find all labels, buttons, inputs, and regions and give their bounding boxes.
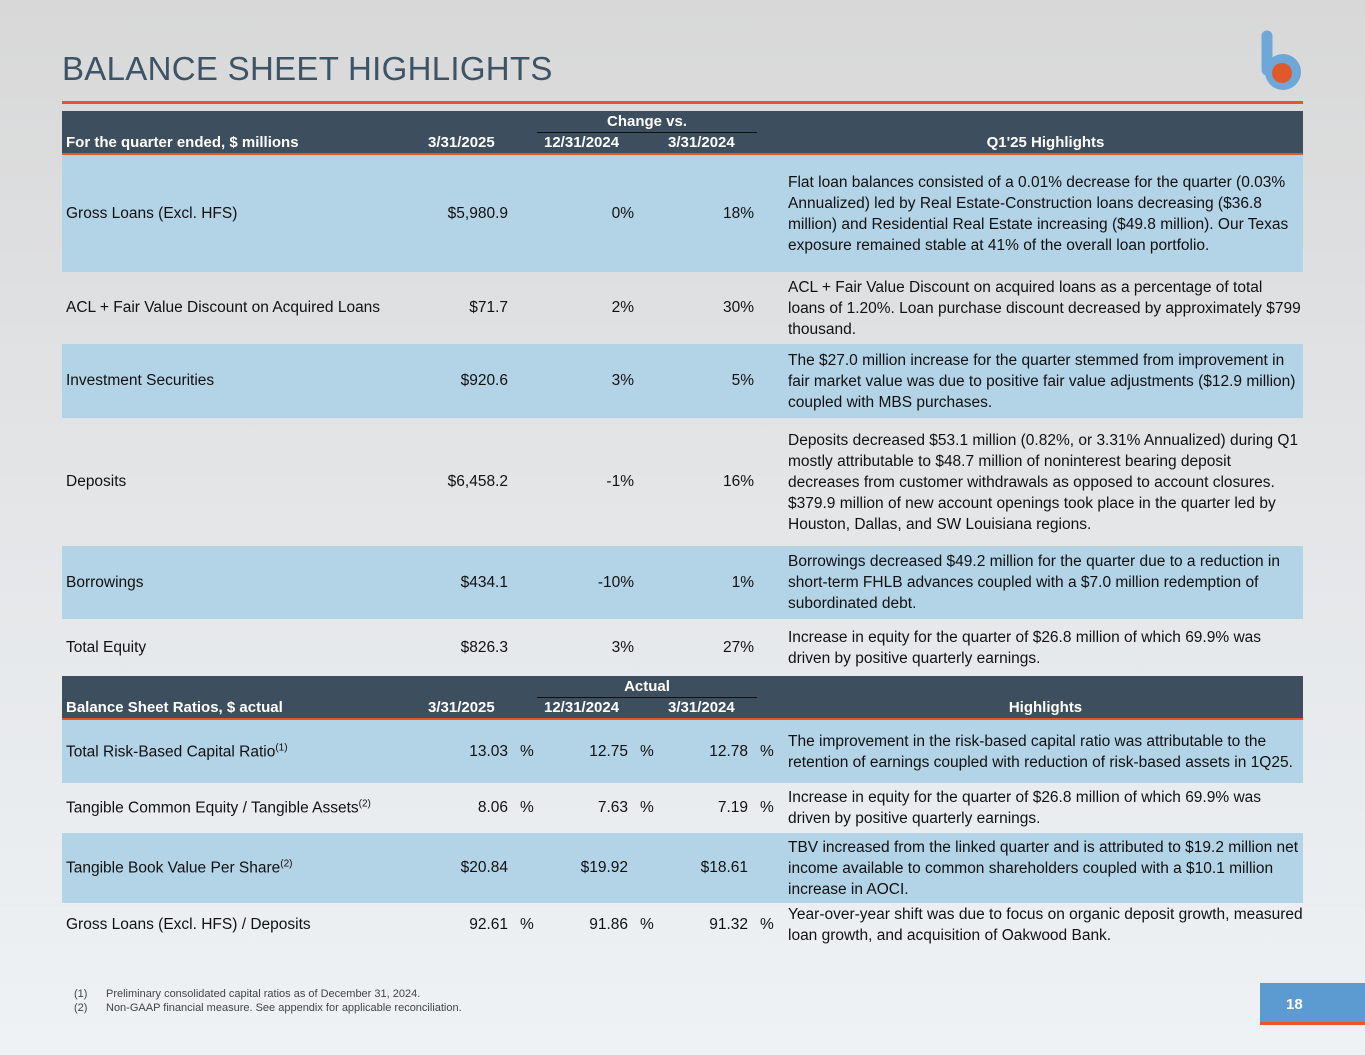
table-row: Investment Securities $920.6 3% 5% The $… bbox=[62, 344, 1303, 418]
pct-sign: % bbox=[640, 742, 654, 760]
row-label: Gross Loans (Excl. HFS) / Deposits bbox=[66, 916, 311, 933]
table-row: Gross Loans (Excl. HFS) / Deposits 92.61… bbox=[62, 903, 1303, 947]
row-highlight: Borrowings decreased $49.2 million for t… bbox=[788, 553, 1280, 612]
value-col-1: $20.84 bbox=[460, 859, 508, 876]
balance-sheet-table: For the quarter ended, $ millions Change… bbox=[62, 111, 1303, 676]
footnote-ref: (1) bbox=[275, 741, 288, 753]
value-col-2: $19.92 bbox=[580, 859, 628, 876]
table-row: Deposits $6,458.2 -1% 16% Deposits decre… bbox=[62, 418, 1303, 546]
ratios-table: Balance Sheet Ratios, $ actual Actual 3/… bbox=[62, 676, 1303, 947]
page-number: 18 bbox=[1260, 983, 1365, 1025]
page-title: BALANCE SHEET HIGHLIGHTS bbox=[62, 50, 553, 87]
footnotes: (1) Preliminary consolidated capital rati… bbox=[74, 987, 462, 1015]
pct-sign: % bbox=[520, 799, 534, 816]
group-underline bbox=[537, 132, 757, 133]
pct-sign: % bbox=[760, 916, 774, 933]
table-row: Total Risk-Based Capital Ratio(1) 13.03 … bbox=[62, 720, 1303, 783]
header-col-1: 3/31/2025 bbox=[428, 134, 495, 151]
row-label: Total Equity bbox=[66, 638, 147, 656]
group-underline bbox=[537, 697, 757, 698]
value-col-1: $434.1 bbox=[460, 573, 508, 591]
value-col-1: $71.7 bbox=[469, 299, 508, 316]
pct-sign: % bbox=[520, 742, 534, 760]
pct-sign: % bbox=[760, 742, 774, 760]
row-highlight: Increase in equity for the quarter of $2… bbox=[788, 628, 1262, 667]
table-row: Borrowings $434.1 -10% 1% Borrowings dec… bbox=[62, 546, 1303, 619]
row-highlight: ACL + Fair Value Discount on acquired lo… bbox=[788, 278, 1301, 338]
value-col-2: 2% bbox=[611, 299, 634, 316]
value-col-1: $6,458.2 bbox=[447, 473, 508, 490]
header-col-3: 3/31/2024 bbox=[668, 134, 735, 151]
value-col-2: 0% bbox=[611, 204, 634, 222]
footnote-2: (2) Non-GAAP financial measure. See appen… bbox=[74, 1002, 462, 1014]
header-highlights: Q1'25 Highlights bbox=[986, 134, 1105, 151]
header-label: Balance Sheet Ratios, $ actual bbox=[66, 699, 283, 716]
value-col-2: -1% bbox=[606, 473, 634, 490]
pct-sign: % bbox=[760, 799, 774, 816]
value-col-2: 3% bbox=[611, 638, 634, 656]
row-label: Tangible Book Value Per Share(2) bbox=[66, 858, 293, 877]
value-col-3: 1% bbox=[731, 573, 754, 591]
table-header: Balance Sheet Ratios, $ actual Actual 3/… bbox=[62, 676, 1303, 720]
pct-sign: % bbox=[640, 916, 654, 933]
value-col-3: 12.78 bbox=[709, 742, 748, 760]
table-row: Total Equity $826.3 3% 27% Increase in e… bbox=[62, 619, 1303, 676]
footnote-ref: (2) bbox=[358, 798, 371, 810]
value-col-3: 30% bbox=[722, 299, 754, 316]
header-col-2: 12/31/2024 bbox=[544, 699, 620, 716]
row-highlight: Flat loan balances consisted of a 0.01% … bbox=[788, 173, 1289, 254]
value-col-2: 3% bbox=[611, 372, 634, 389]
row-highlight: Year-over-year shift was due to focus on… bbox=[788, 906, 1303, 944]
value-col-1: 13.03 bbox=[469, 742, 508, 760]
value-col-2: 91.86 bbox=[589, 916, 628, 933]
row-label: Gross Loans (Excl. HFS) bbox=[66, 204, 238, 222]
header-col-3: 3/31/2024 bbox=[668, 699, 735, 716]
table-header: For the quarter ended, $ millions Change… bbox=[62, 111, 1303, 155]
value-col-3: 27% bbox=[722, 638, 754, 656]
value-col-3: $18.61 bbox=[700, 859, 748, 876]
header-highlights: Highlights bbox=[1008, 699, 1083, 716]
value-col-2: -10% bbox=[597, 573, 634, 591]
header-group: Change vs. bbox=[606, 113, 688, 130]
value-col-1: 8.06 bbox=[477, 799, 508, 816]
value-col-3: 5% bbox=[731, 372, 754, 389]
row-label: Deposits bbox=[66, 473, 127, 490]
value-col-2: 7.63 bbox=[597, 799, 628, 816]
value-col-1: $920.6 bbox=[460, 372, 508, 389]
row-label: Total Risk-Based Capital Ratio(1) bbox=[66, 741, 288, 761]
table-row: Gross Loans (Excl. HFS) $5,980.9 0% 18% … bbox=[62, 155, 1303, 272]
title-divider bbox=[62, 101, 1303, 104]
row-highlight: TBV increased from the linked quarter an… bbox=[788, 838, 1299, 898]
row-label: Borrowings bbox=[66, 573, 144, 591]
value-col-3: 16% bbox=[722, 473, 754, 490]
value-col-1: 92.61 bbox=[469, 916, 508, 933]
value-col-3: 7.19 bbox=[717, 799, 748, 816]
pct-sign: % bbox=[520, 916, 534, 933]
value-col-1: $826.3 bbox=[460, 638, 508, 656]
row-highlight: The improvement in the risk-based capita… bbox=[788, 732, 1293, 771]
row-highlight: The $27.0 million increase for the quart… bbox=[788, 351, 1296, 411]
value-col-3: 91.32 bbox=[709, 916, 748, 933]
row-highlight: Increase in equity for the quarter of $2… bbox=[788, 789, 1262, 827]
row-label: ACL + Fair Value Discount on Acquired Lo… bbox=[66, 299, 381, 316]
header-col-1: 3/31/2025 bbox=[428, 699, 495, 716]
header-col-2: 12/31/2024 bbox=[544, 134, 620, 151]
company-logo bbox=[1261, 30, 1301, 90]
value-col-3: 18% bbox=[722, 204, 754, 222]
header-label: For the quarter ended, $ millions bbox=[66, 134, 299, 151]
table-row: Tangible Book Value Per Share(2) $20.84 … bbox=[62, 833, 1303, 903]
row-highlight: Deposits decreased $53.1 million (0.82%,… bbox=[788, 431, 1299, 533]
table-row: ACL + Fair Value Discount on Acquired Lo… bbox=[62, 272, 1303, 344]
footnote-1: (1) Preliminary consolidated capital rati… bbox=[74, 988, 421, 1000]
row-label: Tangible Common Equity / Tangible Assets… bbox=[66, 798, 371, 817]
table-row: Tangible Common Equity / Tangible Assets… bbox=[62, 783, 1303, 833]
row-label: Investment Securities bbox=[66, 372, 215, 389]
footnote-ref: (2) bbox=[280, 858, 293, 870]
pct-sign: % bbox=[640, 799, 654, 816]
value-col-1: $5,980.9 bbox=[447, 204, 508, 222]
header-group: Actual bbox=[624, 678, 670, 695]
value-col-2: 12.75 bbox=[589, 742, 628, 760]
